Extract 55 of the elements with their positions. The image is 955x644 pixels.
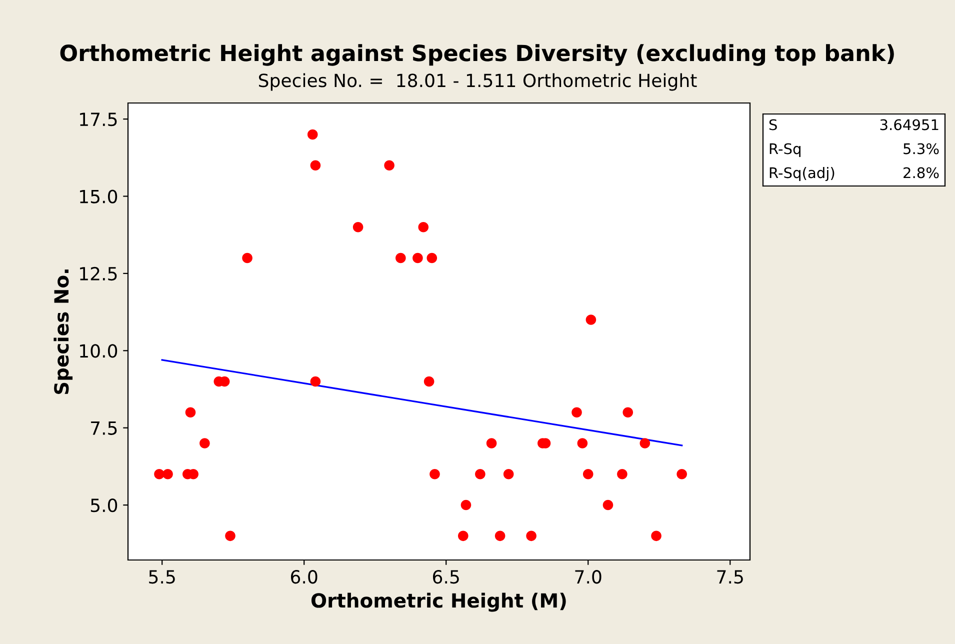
point	[154, 469, 164, 480]
point	[412, 252, 423, 264]
point	[307, 129, 318, 140]
point	[384, 160, 394, 171]
point	[185, 407, 196, 418]
point	[494, 530, 506, 542]
point	[475, 469, 486, 480]
x-tick-label: 7.0	[575, 570, 602, 584]
y-axis-title: Species No.	[54, 270, 73, 394]
point	[225, 530, 236, 542]
point	[458, 530, 468, 542]
point	[582, 469, 594, 480]
y-tick-label: 12.5	[80, 266, 117, 281]
x-tick-label: 6.0	[290, 570, 318, 584]
point	[310, 160, 321, 171]
point	[622, 407, 634, 418]
text: 5.3%	[904, 143, 939, 154]
point	[396, 252, 406, 264]
point	[640, 438, 650, 448]
point	[424, 376, 434, 387]
point	[352, 222, 364, 232]
text: R-Sq	[770, 143, 800, 158]
y-tick-label: 5.0	[90, 498, 118, 512]
x-tick-label: 5.5	[149, 570, 175, 584]
x-tick-label: 6.5	[433, 570, 459, 584]
point	[200, 438, 210, 448]
y-tick-label: 17.5	[80, 112, 117, 126]
point	[162, 469, 173, 480]
chart-title: Orthometric Height against Species Diversity (excluding top bank)	[60, 44, 894, 66]
point	[676, 469, 687, 480]
y-tick-label: 7.5	[91, 422, 117, 435]
point	[586, 314, 596, 325]
x-tick-label: 7.5	[717, 570, 743, 584]
point	[310, 376, 321, 387]
text: 2.8%	[904, 167, 939, 178]
chart-subtitle: Species No. = 18.01 - 1.511 Orthometric Height	[258, 73, 697, 91]
x-axis-title: Orthometric Height (M)	[311, 592, 566, 612]
point	[617, 469, 628, 480]
point	[486, 438, 497, 448]
point	[242, 252, 252, 264]
point	[418, 222, 429, 232]
point	[503, 469, 514, 480]
point	[426, 252, 438, 264]
y-tick-label: 15.0	[80, 190, 118, 204]
text: 3.64951	[880, 119, 938, 130]
point	[602, 500, 614, 510]
point	[430, 469, 440, 480]
text: S	[769, 119, 777, 130]
point	[651, 530, 662, 542]
point	[526, 530, 536, 542]
point	[572, 407, 582, 418]
y-tick-label: 10.0	[80, 344, 118, 358]
point	[577, 438, 588, 448]
point	[460, 500, 472, 510]
text: R-Sq(adj)	[770, 166, 834, 182]
